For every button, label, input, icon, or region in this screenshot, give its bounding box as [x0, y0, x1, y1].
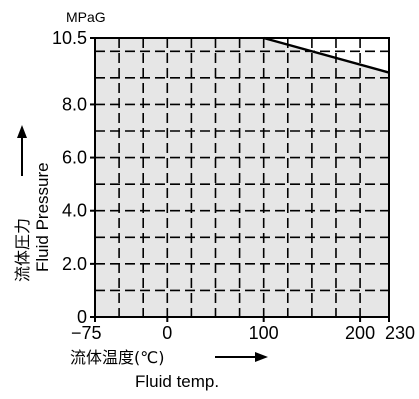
x-tick-label: 200: [345, 323, 375, 343]
y-axis-arrow-icon: [17, 125, 27, 176]
y-axis-label-en: Fluid Pressure: [33, 162, 52, 272]
y-axis-label-jp: 流体圧力: [13, 218, 32, 282]
y-tick-label: 10.5: [52, 28, 87, 48]
allowable-region-area: [95, 38, 389, 317]
x-axis-arrow-icon: [215, 352, 268, 362]
y-tick-label: 6.0: [62, 148, 87, 168]
x-tick-label: 230: [385, 323, 415, 343]
y-tick-label: 0: [77, 307, 87, 327]
pressure-limit-line: [263, 36, 390, 74]
y-tick-label: 2.0: [62, 254, 87, 274]
x-axis-label-en: Fluid temp.: [135, 372, 219, 391]
plot-area: 02.04.06.08.010.5−75 0 100 200 230: [52, 28, 415, 343]
x-axis-label-jp: 流体温度(℃): [70, 348, 164, 367]
x-tick-label: 100: [249, 323, 279, 343]
x-tick-label: 0: [162, 323, 172, 343]
x-tick-label: −75: [71, 323, 102, 343]
y-tick-label: 8.0: [62, 94, 87, 114]
y-tick-label: 4.0: [62, 201, 87, 221]
plot-frame: [94, 37, 390, 318]
y-unit-label: MPaG: [66, 9, 106, 25]
